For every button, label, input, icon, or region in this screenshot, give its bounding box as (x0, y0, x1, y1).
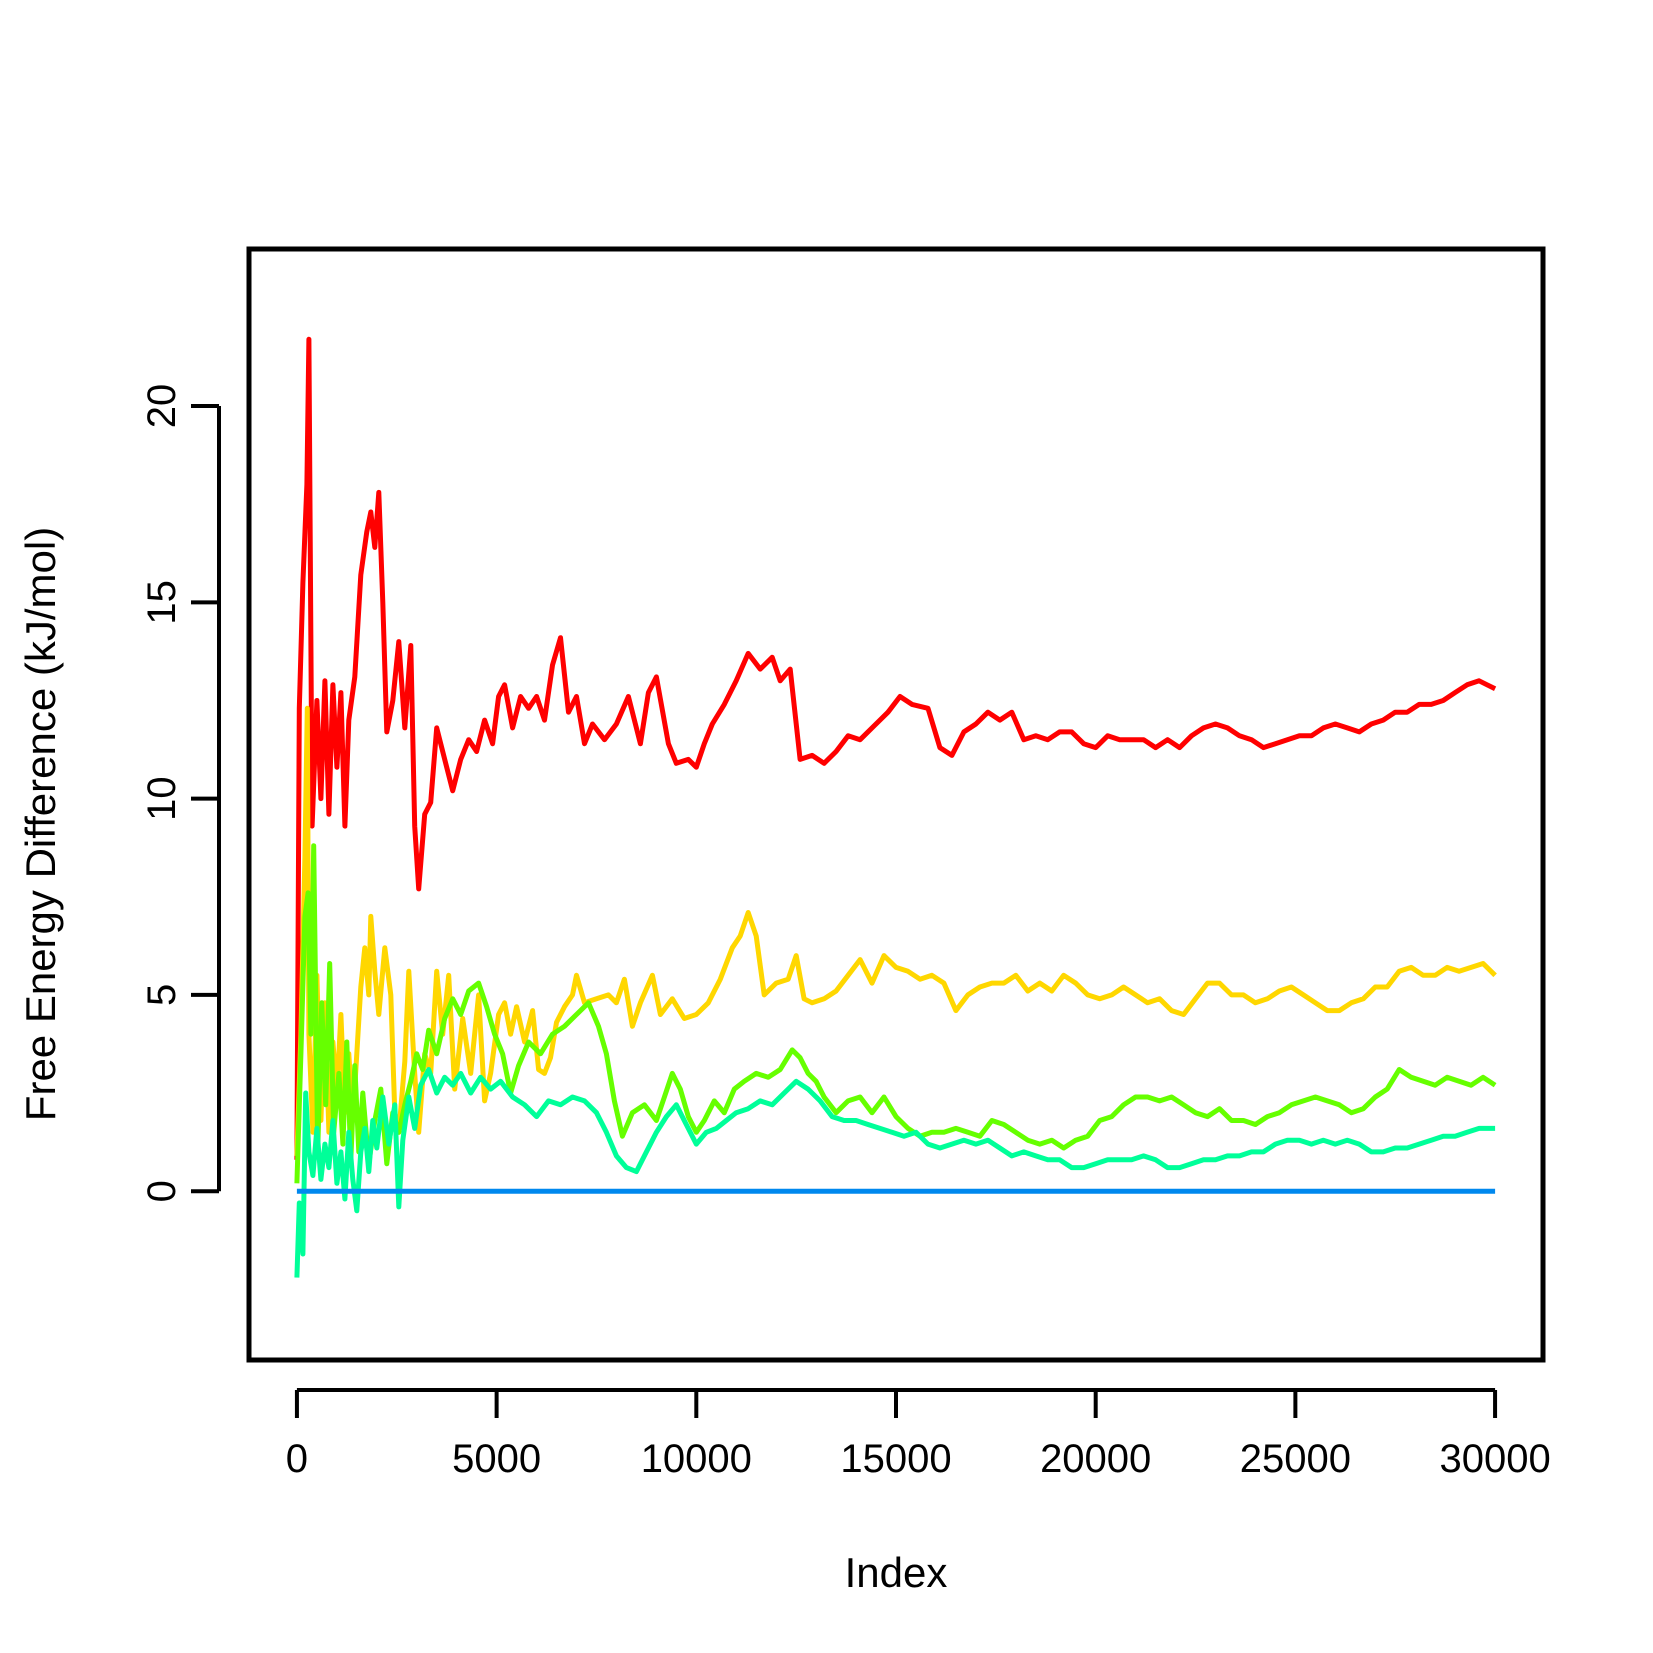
y-axis: 0 5 10 15 20 (140, 384, 221, 1202)
x-tick-label: 5000 (452, 1437, 541, 1481)
x-tick-label: 0 (286, 1437, 308, 1481)
series-layer (294, 336, 1497, 1278)
y-axis-title: Free Energy Difference (kJ/mol) (17, 527, 64, 1121)
series-line-4 (294, 1067, 1496, 1278)
series-line-1 (294, 336, 1497, 1160)
y-tick-label: 20 (140, 384, 184, 429)
y-tick-label: 10 (140, 776, 184, 821)
x-tick-label: 10000 (641, 1437, 752, 1481)
x-tick-label: 30000 (1439, 1437, 1550, 1481)
y-tick-label: 15 (140, 580, 184, 625)
x-tick-label: 25000 (1240, 1437, 1351, 1481)
x-axis-title: Index (845, 1549, 948, 1596)
y-tick-label: 5 (140, 984, 184, 1006)
x-axis: 0 5000 10000 15000 20000 25000 30000 (286, 1388, 1551, 1481)
series-line-3 (294, 843, 1497, 1184)
y-tick-label: 0 (140, 1180, 184, 1202)
x-tick-label: 20000 (1040, 1437, 1151, 1481)
plot-frame (246, 246, 1546, 1363)
series-line-2 (294, 705, 1497, 1156)
x-tick-label: 15000 (840, 1437, 951, 1481)
